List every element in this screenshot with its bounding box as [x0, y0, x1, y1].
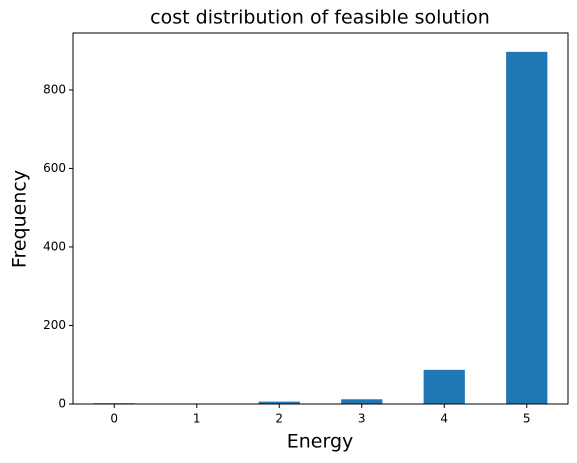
- y-tick-label: 200: [43, 318, 66, 332]
- chart-title: cost distribution of feasible solution: [150, 7, 490, 29]
- y-tick-label: 400: [43, 239, 66, 253]
- bar: [341, 399, 383, 404]
- y-tick-label: 600: [43, 161, 66, 175]
- x-tick-label: 3: [358, 412, 366, 426]
- bar: [506, 51, 548, 404]
- bar: [258, 401, 300, 404]
- plot-frame: [72, 32, 569, 405]
- y-tick-label: 0: [58, 397, 66, 411]
- x-tick-label: 5: [523, 412, 531, 426]
- bar: [423, 369, 465, 404]
- y-axis-label: Frequency: [9, 170, 31, 268]
- x-axis-label: Energy: [287, 431, 354, 453]
- x-tick-label: 2: [275, 412, 283, 426]
- y-tick-label: 800: [43, 82, 66, 96]
- x-tick-label: 1: [193, 412, 201, 426]
- x-tick-label: 4: [440, 412, 448, 426]
- x-tick-label: 0: [110, 412, 118, 426]
